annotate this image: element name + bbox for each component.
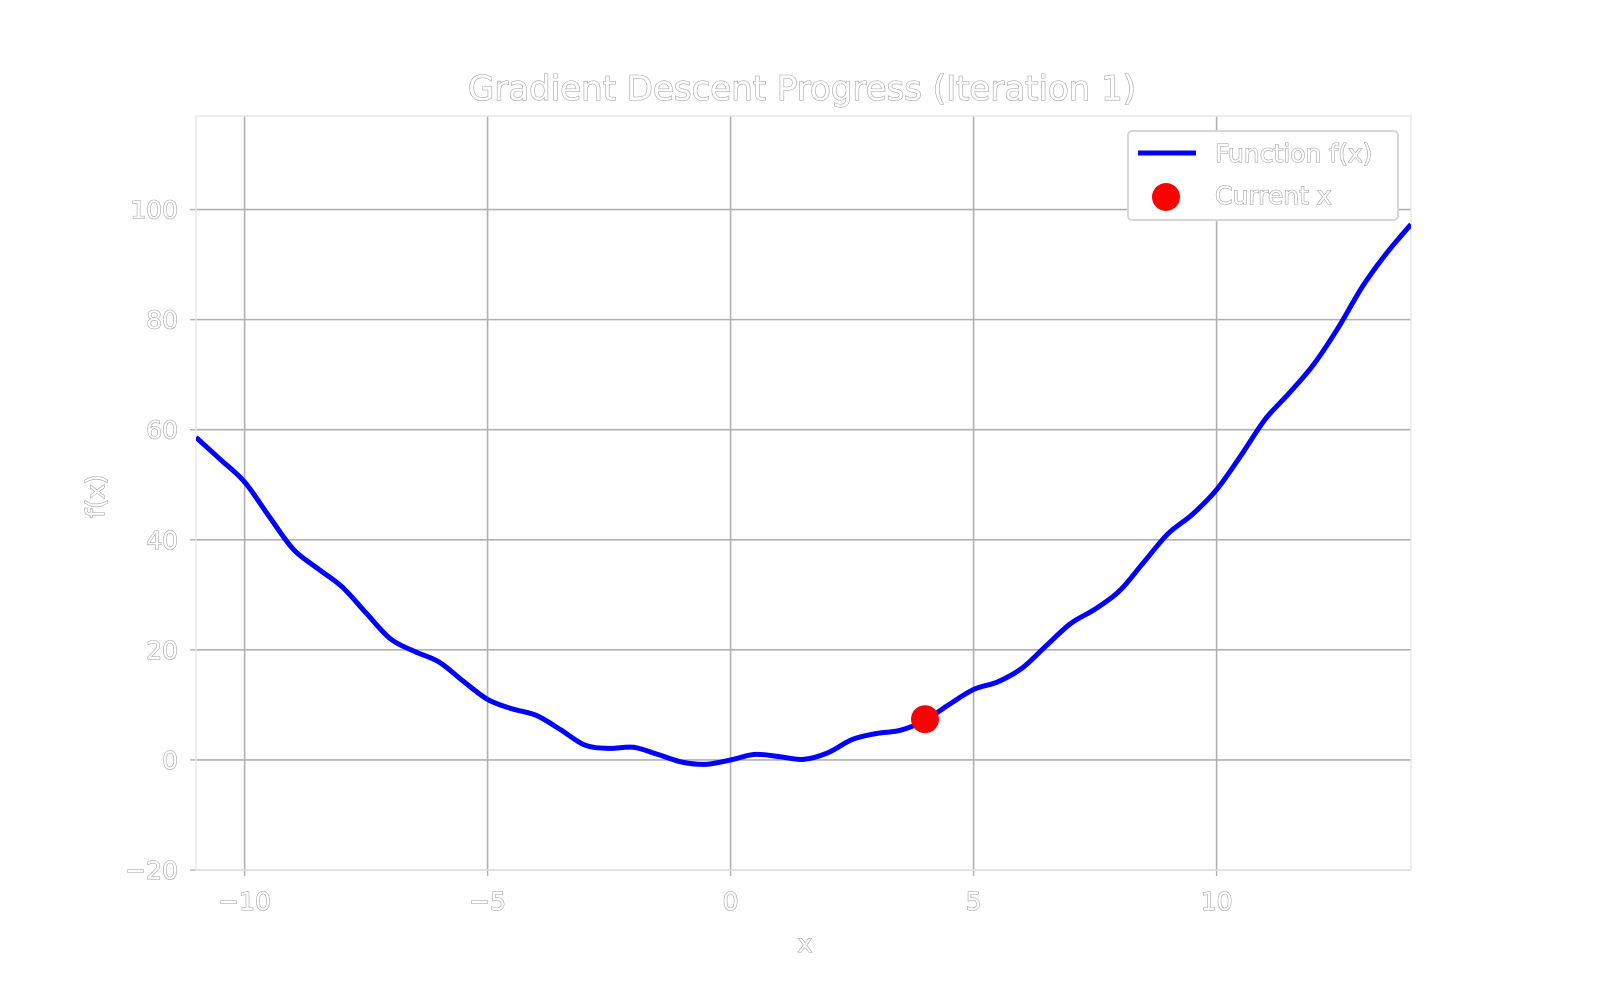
x-tick-label: −5 bbox=[469, 887, 506, 916]
x-tick-label: 5 bbox=[966, 887, 982, 916]
series-layer bbox=[196, 222, 1411, 767]
plot-frame bbox=[195, 115, 1412, 871]
x-tick-label: 0 bbox=[723, 887, 739, 916]
y-tick-label: 40 bbox=[146, 526, 178, 555]
chart-title: Gradient Descent Progress (Iteration 1) bbox=[468, 69, 1136, 109]
y-tick-label: 0 bbox=[162, 746, 178, 775]
grid bbox=[190, 116, 1411, 876]
y-tick-label: 100 bbox=[130, 196, 178, 225]
legend: Function f(x) Current x bbox=[1127, 130, 1399, 221]
tick-labels: −10 −5 0 5 10 −20 0 20 40 60 80 100 bbox=[125, 195, 1233, 917]
y-axis-label: f(x) bbox=[81, 474, 110, 517]
current-x-point bbox=[911, 705, 939, 734]
axes-frame bbox=[195, 115, 1412, 871]
y-tick-label: 80 bbox=[146, 306, 178, 335]
y-tick-label: 60 bbox=[146, 416, 178, 445]
x-tick-label: 10 bbox=[1201, 887, 1233, 916]
legend-label-current: Current x bbox=[1215, 181, 1332, 210]
y-tick-label: 20 bbox=[146, 636, 178, 665]
function-line bbox=[196, 222, 1411, 767]
y-tick-label: −20 bbox=[125, 856, 178, 885]
legend-label-function: Function f(x) bbox=[1215, 139, 1372, 168]
legend-dot-swatch bbox=[1152, 183, 1180, 211]
x-axis-label: x bbox=[798, 929, 813, 958]
x-tick-label: −10 bbox=[218, 887, 271, 916]
